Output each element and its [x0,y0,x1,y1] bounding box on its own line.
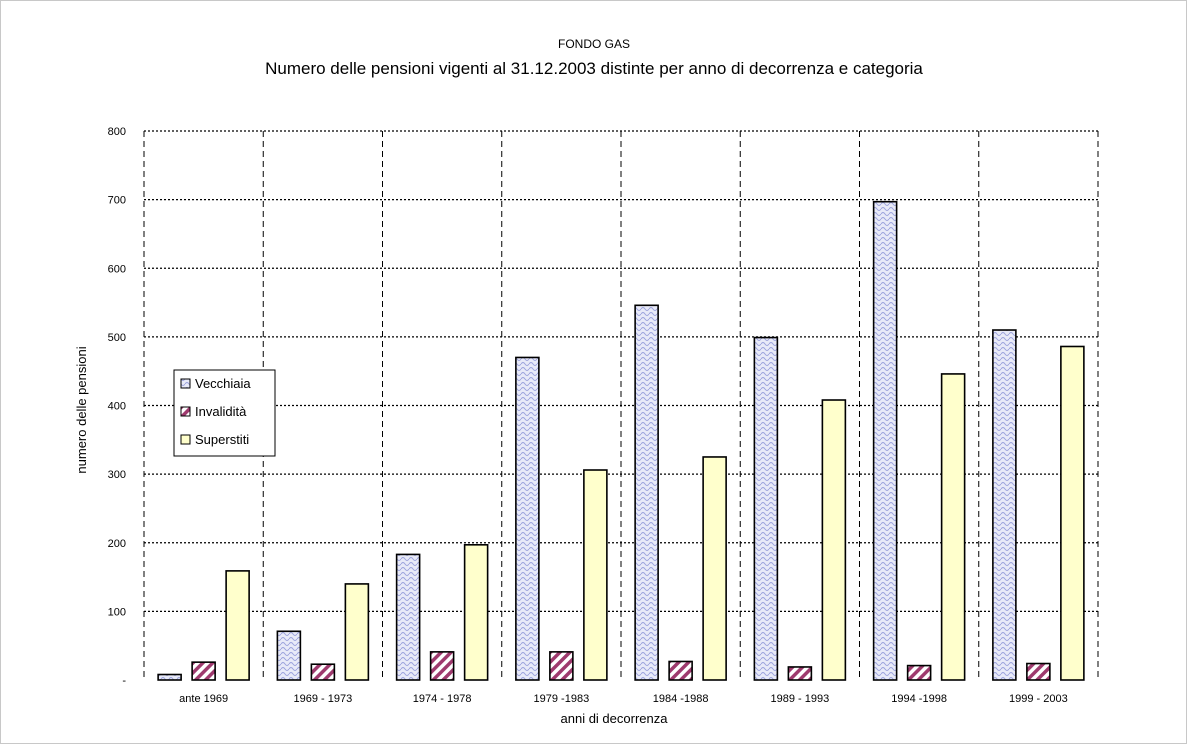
legend: Vecchiaia Invalidità Superstiti [173,369,276,457]
bar-superstiti [940,373,966,681]
bar-vecchiaia [395,553,421,681]
grid-lines [143,130,1099,680]
bar-superstiti [583,469,608,681]
legend-label-vecchiaia: Vecchiaia [195,376,251,391]
legend-swatch-invalidita [180,406,191,417]
bar-invalidita [191,661,216,681]
bar-vecchiaia [753,336,779,681]
bar-vecchiaia [276,630,302,681]
legend-swatch-superstiti [180,434,191,445]
y-tick-label: 600 [108,263,126,275]
bar-vecchiaia [634,304,659,681]
y-tick-label: 800 [108,126,126,138]
bar-invalidita [1026,662,1051,681]
bar-invalidita [787,666,813,681]
x-tick-label: 1989 - 1993 [771,693,830,705]
bar-vecchiaia [992,329,1017,681]
bar-invalidita [906,664,932,681]
chart-supertitle: FONDO GAS [558,37,630,51]
x-axis-label: anni di decorrenza [561,711,669,726]
legend-label-superstiti: Superstiti [195,432,249,447]
x-tick-label: 1974 - 1978 [413,693,472,705]
x-tick-label: 1999 - 2003 [1009,693,1068,705]
chart-title: Numero delle pensioni vigenti al 31.12.2… [265,59,923,78]
bar-superstiti [702,456,727,681]
y-tick-label: 300 [108,469,126,481]
bar-invalidita [310,663,336,681]
bar-superstiti [463,544,489,681]
bar-superstiti [225,570,250,681]
x-tick-label: ante 1969 [179,693,228,705]
bar-superstiti [344,583,370,681]
x-axis-ticks: ante 1969 1969 - 1973 1974 - 1978 1979 -198… [179,693,1068,705]
bar-superstiti [821,399,847,681]
y-axis-label: numero delle pensioni [74,346,89,473]
x-tick-label: 1969 - 1973 [294,693,353,705]
y-tick-label: 200 [108,538,126,550]
y-tick-label: 500 [108,332,126,344]
bar-vecchiaia [157,673,182,681]
x-tick-label: 1984 -1988 [653,693,709,705]
y-tick-label: 700 [108,195,126,207]
x-tick-label: 1994 -1998 [891,693,947,705]
y-tick-label: - [122,675,126,687]
bar-invalidita [549,651,574,681]
y-axis-ticks: - 100 200 300 400 500 600 700 800 [108,126,127,687]
bar-vecchiaia [515,356,540,681]
bar-vecchiaia [872,200,898,681]
x-tick-label: 1979 -1983 [534,693,590,705]
bars [157,200,1085,681]
bar-superstiti [1060,345,1085,681]
legend-box [173,369,276,457]
y-tick-label: 100 [108,606,126,618]
bar-invalidita [668,660,693,681]
bar-invalidita [429,651,455,681]
legend-swatch-vecchiaia [180,378,191,389]
y-tick-label: 400 [108,401,126,413]
legend-label-invalidita: Invalidità [195,404,247,419]
